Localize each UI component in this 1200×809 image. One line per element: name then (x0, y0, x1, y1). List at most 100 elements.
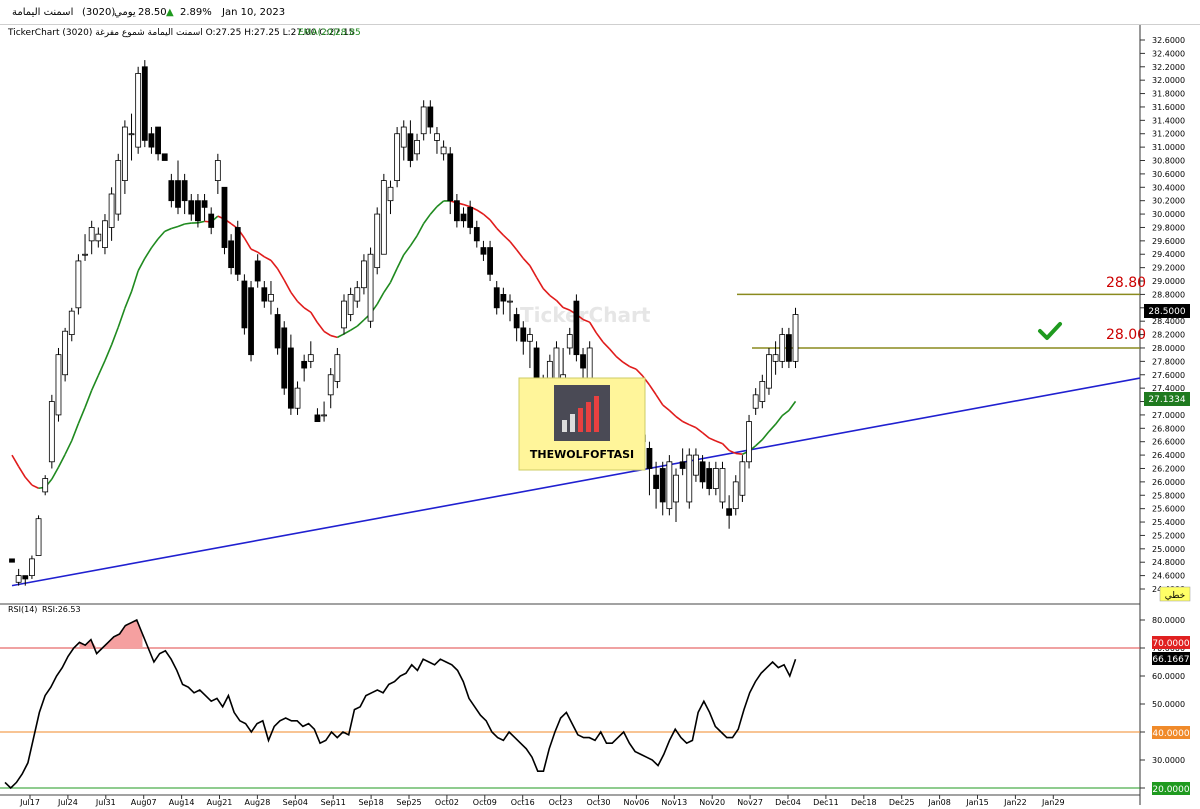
ema-segment (582, 318, 590, 323)
price-axis-label: 31.6000 (1152, 103, 1185, 112)
rsi-overbought-area (79, 620, 143, 648)
ema-segment (602, 341, 611, 350)
ema-segment (389, 267, 398, 283)
candle-body (659, 468, 666, 503)
candle-body (646, 447, 653, 469)
candle-body (108, 193, 115, 228)
ema-segment (416, 223, 425, 237)
ema-segment (117, 307, 126, 328)
date-label: Jan 10, 2023 (222, 7, 286, 18)
ema-segment (774, 415, 783, 425)
price-axis-label: 30.2000 (1152, 197, 1185, 206)
price-axis-label: 30.6000 (1152, 170, 1185, 179)
candle-body (248, 287, 254, 356)
ema-segment (482, 213, 491, 221)
ema-price-tag: 27.1334 (1144, 392, 1190, 406)
candle-body (294, 387, 301, 409)
ema-segment (97, 360, 106, 376)
price-axis-label: 28.4000 (1152, 317, 1185, 326)
ema-segment (622, 361, 630, 368)
candle-body (347, 294, 354, 315)
candle-body (102, 220, 108, 248)
candle-body (148, 133, 155, 148)
price-axis-label: 31.4000 (1152, 116, 1185, 125)
ema-segment (555, 299, 564, 309)
ema-segment (629, 365, 637, 370)
candle-body (673, 474, 679, 503)
ema-segment (137, 258, 146, 272)
candle-body (460, 213, 467, 222)
ema-segment (184, 222, 192, 225)
ema-segment (150, 238, 159, 249)
candle-body (354, 287, 361, 302)
ema-segment (595, 332, 604, 343)
ema-segment (24, 476, 33, 486)
price-axis-label: 31.0000 (1152, 143, 1185, 152)
linear-scale-tag[interactable]: خطي (1159, 586, 1191, 602)
candle-body (195, 200, 201, 222)
ema-segment (688, 423, 697, 429)
logo-caption: THEWOLFOFTASI (530, 448, 634, 461)
ema-segment (396, 254, 405, 269)
candle-body (274, 314, 281, 349)
watermark: TickerChart (520, 303, 651, 327)
up-arrow-icon: ▲ (166, 7, 174, 18)
candle-body (520, 327, 527, 342)
candle-body (719, 468, 726, 503)
price-value: 28.50 (138, 7, 167, 18)
ema-segment (77, 407, 86, 424)
ema-segment (542, 287, 551, 297)
ema-segment (655, 394, 664, 406)
rsi-tag-40: 40.0000 (1152, 726, 1190, 739)
price-axis-label: 29.4000 (1152, 250, 1185, 259)
candle-body (712, 468, 719, 489)
time-axis-label: Aug14 (169, 798, 195, 807)
candle-body (281, 327, 288, 389)
ema-segment (51, 466, 60, 480)
time-axis-label: Jan08 (927, 798, 951, 807)
ema-segment (529, 265, 538, 278)
candle-body (268, 294, 274, 302)
time-axis-label: Dec04 (775, 798, 801, 807)
time-axis-label: Jan15 (965, 798, 989, 807)
rsi-line (4, 618, 797, 790)
time-axis-label: Nov13 (661, 798, 687, 807)
candle-body (772, 354, 779, 362)
ema-segment (310, 311, 319, 324)
ema-segment (702, 432, 710, 439)
ema-segment (509, 240, 518, 251)
candle-body (653, 474, 659, 489)
candle-body (75, 260, 82, 309)
price-axis-label: 30.0000 (1152, 210, 1185, 219)
candle-body (261, 287, 268, 302)
candle-body (792, 314, 799, 362)
ema-segment (403, 245, 412, 256)
ema-segment (343, 329, 352, 335)
candle-body (15, 575, 22, 583)
candle-body (314, 414, 321, 423)
ema-segment (662, 404, 670, 411)
candle-body (9, 558, 15, 563)
time-axis-label: Jul24 (57, 798, 78, 807)
candle-body (29, 558, 35, 576)
candle-body (566, 334, 573, 349)
ema-segment (144, 247, 153, 259)
ema-segment (549, 294, 557, 302)
candle-body (400, 126, 407, 148)
candle-body (88, 227, 95, 242)
price-axis-label: 30.4000 (1152, 183, 1185, 192)
ema-segment (721, 443, 730, 451)
candle-body (82, 253, 88, 256)
ema-segment (608, 348, 617, 358)
candle-body (175, 180, 181, 208)
ema-segment (90, 375, 100, 391)
candle-body (35, 518, 42, 556)
candle-body (500, 294, 507, 302)
price-axis-label: 29.8000 (1152, 223, 1185, 232)
price-axis-label: 31.8000 (1152, 90, 1185, 99)
candle-body (732, 481, 739, 510)
ema-segment (11, 454, 20, 467)
candle-body (55, 354, 62, 416)
period-label[interactable]: يومي (114, 7, 136, 18)
